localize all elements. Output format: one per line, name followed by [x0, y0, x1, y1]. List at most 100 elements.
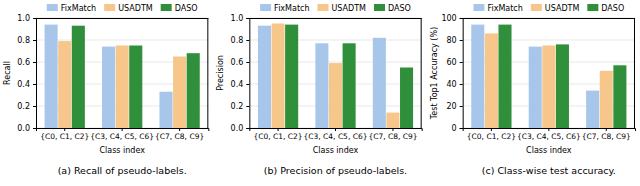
axis-line [33, 19, 37, 129]
grid [249, 18, 421, 128]
bar [102, 47, 115, 128]
tick-mark [491, 128, 492, 131]
grid [463, 18, 635, 128]
y-axis-title: Recall [3, 61, 12, 85]
bar [373, 38, 386, 128]
tick-label: 0.8 [231, 36, 244, 45]
panel: 0.00.20.40.60.81.0{C0, C1, C2}{C3, C4, C… [216, 14, 422, 155]
tick-mark [33, 84, 36, 85]
title: (b) Precision of pseudo-labels. [264, 165, 407, 176]
tick: 0 [452, 124, 463, 133]
tick-label: 1.0 [231, 14, 244, 23]
tick: {C3, C4, C5, C6} [90, 128, 154, 141]
y-axis: 0 20 40 60 80 100 [441, 14, 463, 133]
tick: 0.6 [17, 58, 36, 67]
legend-label: USADTM [545, 4, 580, 13]
frame [207, 18, 208, 128]
tick-mark [33, 18, 36, 19]
tick-mark [246, 106, 249, 107]
tick-mark [335, 128, 336, 131]
bar [498, 25, 511, 128]
bar [116, 46, 129, 129]
bars [258, 24, 413, 129]
tick-mark [246, 128, 249, 129]
frame [421, 18, 422, 128]
tick-mark [33, 106, 36, 107]
tick-mark [460, 18, 463, 19]
tick: {C7, C8, C9} [155, 128, 204, 141]
x-axis-title: Class index [99, 146, 145, 155]
bar [187, 53, 200, 128]
tick-mark [548, 128, 549, 131]
tick-mark [179, 128, 180, 131]
tick-mark [460, 128, 463, 129]
tick: 0.4 [231, 80, 250, 89]
tick-label: 20 [446, 102, 456, 111]
bar [529, 47, 542, 128]
legend-swatch [161, 4, 172, 11]
legend-label: DASO [175, 4, 198, 13]
legend: FixMatch USADTM DASO [260, 4, 411, 13]
tick-label: {C7, C8, C9} [582, 132, 631, 141]
tick-label: 1.0 [17, 14, 30, 23]
grid [36, 18, 208, 128]
tick: 100 [441, 14, 462, 23]
tick-mark [122, 128, 123, 131]
x-axis-title: Class index [526, 146, 572, 155]
tick-mark [33, 40, 36, 41]
tick-mark [460, 40, 463, 41]
panel: 0 20 40 60 80 100 {C0, C1, C2}{C3, C4, C5, C6}… [430, 14, 636, 155]
tick-label: {C7, C8, C9} [368, 132, 417, 141]
grid-line [36, 40, 208, 41]
tick-label: 80 [446, 36, 456, 45]
legend-item: FixMatch [260, 4, 309, 13]
tick-label: 0.6 [231, 58, 244, 67]
tick-mark [606, 128, 607, 131]
tick: {C0, C1, C2} [467, 128, 516, 141]
tick-label: {C7, C8, C9} [155, 132, 204, 141]
legend-label: DASO [388, 4, 411, 13]
legend-swatch [47, 4, 58, 11]
bar [586, 91, 599, 128]
tick-mark [460, 62, 463, 63]
x-axis: {C0, C1, C2}{C3, C4, C5, C6}{C7, C8, C9} [463, 128, 635, 141]
x-axis: {C0, C1, C2}{C3, C4, C5, C6}{C7, C8, C9} [250, 128, 422, 141]
tick-label: 0.4 [231, 80, 244, 89]
frame [463, 18, 635, 19]
legend-label: FixMatch [274, 4, 309, 13]
legend-swatch [260, 4, 271, 11]
tick: {C3, C4, C5, C6} [304, 128, 368, 141]
tick: 1.0 [17, 14, 36, 23]
bar [485, 33, 498, 128]
tick-label: 0.0 [231, 124, 244, 133]
title: (a) Recall of pseudo-labels. [58, 165, 187, 176]
tick-label: 0.8 [17, 36, 30, 45]
tick-label: {C3, C4, C5, C6} [90, 132, 154, 141]
y-axis-title: Precision [216, 55, 225, 91]
tick-mark [246, 18, 249, 19]
tick-mark [460, 84, 463, 85]
x-axis: {C0, C1, C2}{C3, C4, C5, C6}{C7, C8, C9} [37, 128, 209, 141]
bars [471, 25, 626, 128]
bar [285, 25, 298, 128]
axis-line [463, 129, 635, 132]
bar [173, 57, 186, 129]
grid-line [463, 18, 635, 19]
legend-item: USADTM [318, 4, 367, 13]
tick-label: 100 [441, 14, 456, 23]
tick-mark [246, 40, 249, 41]
legend-item: DASO [161, 4, 198, 13]
axis-line [250, 129, 422, 132]
bar [315, 43, 328, 128]
tick: 0.0 [231, 124, 250, 133]
legend-label: USADTM [332, 4, 367, 13]
tick: {C0, C1, C2} [40, 128, 89, 141]
tick-mark [278, 128, 279, 131]
bar [258, 26, 271, 128]
legend-item: DASO [587, 4, 624, 13]
tick-mark [33, 128, 36, 129]
tick: 60 [446, 58, 462, 67]
tick-label: 0 [452, 124, 457, 133]
legend-label: USADTM [118, 4, 153, 13]
tick: 40 [446, 80, 462, 89]
